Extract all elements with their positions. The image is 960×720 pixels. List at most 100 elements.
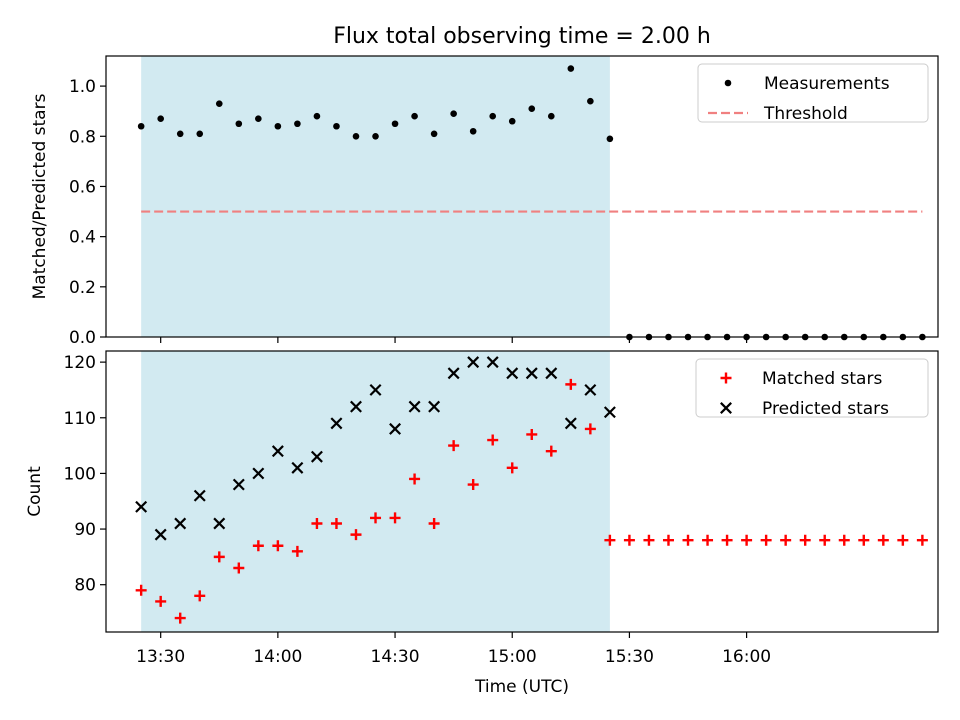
measurement-point xyxy=(372,132,379,140)
measurement-point xyxy=(508,117,516,125)
measurement-point xyxy=(626,333,633,341)
matched-star-point xyxy=(311,517,323,529)
measurement-point xyxy=(196,130,204,138)
matched-star-point xyxy=(721,534,733,546)
matched-star-point xyxy=(584,423,596,435)
legend-label: Predicted stars xyxy=(762,399,889,419)
predicted-star-point xyxy=(310,450,323,463)
x-tick-label: 15:30 xyxy=(605,647,654,667)
measurement-point xyxy=(801,333,809,341)
predicted-star-point xyxy=(525,367,538,380)
matched-star-point xyxy=(916,534,928,546)
legend-label: Measurements xyxy=(764,74,890,94)
measurement-point xyxy=(137,122,145,130)
matched-star-point xyxy=(819,534,831,546)
measurement-point xyxy=(255,115,262,123)
y-tick-label: 1.0 xyxy=(69,77,96,97)
matched-star-point xyxy=(780,534,792,546)
measurement-point xyxy=(430,130,438,138)
matched-star-point xyxy=(545,445,557,457)
measurement-point xyxy=(450,110,457,118)
legend-label: Threshold xyxy=(763,104,848,124)
measurement-point xyxy=(469,127,477,135)
legend-marker-measurements xyxy=(724,79,732,87)
predicted-star-point xyxy=(154,528,167,541)
predicted-star-point xyxy=(428,400,441,413)
legend-label: Matched stars xyxy=(762,369,882,389)
y-tick-label: 110 xyxy=(64,409,96,429)
predicted-star-point xyxy=(135,500,148,513)
y-tick-label: 90 xyxy=(74,520,96,540)
predicted-star-point xyxy=(252,467,265,480)
measurement-point xyxy=(880,333,887,341)
predicted-star-point xyxy=(584,383,597,396)
measurement-point xyxy=(606,135,614,143)
measurement-point xyxy=(762,333,770,341)
legend-box xyxy=(695,358,929,418)
measurement-point xyxy=(645,333,653,341)
measurement-point xyxy=(567,65,575,72)
matched-star-point xyxy=(487,434,499,446)
measurement-point xyxy=(313,112,321,120)
measurement-point xyxy=(860,333,868,341)
predicted-star-point xyxy=(271,445,284,458)
measurement-point xyxy=(782,333,789,341)
predicted-star-point xyxy=(564,417,577,430)
measurement-point xyxy=(294,120,301,128)
count-panel: 80 90 100 110 120 13:30 14:00 14:30 15:00 15:30 16… xyxy=(25,350,939,667)
matched-star-point xyxy=(448,440,460,452)
predicted-star-point xyxy=(545,367,558,380)
measurement-point xyxy=(352,132,360,140)
matched-star-point xyxy=(233,562,245,574)
y-tick-label: 100 xyxy=(64,464,96,484)
chart-title: Flux total observing time = 2.00 h xyxy=(333,24,711,49)
y-tick-label: 0.8 xyxy=(69,127,96,147)
x-tick-label: 14:00 xyxy=(253,647,302,667)
predicted-star-point xyxy=(291,461,304,474)
x-tick-label: 14:30 xyxy=(371,647,420,667)
predicted-star-point xyxy=(350,400,362,413)
predicted-star-point xyxy=(467,356,480,369)
y-tick-label: 0.4 xyxy=(69,228,96,248)
predicted-star-point xyxy=(193,489,206,502)
matched-star-point xyxy=(409,473,421,485)
measurement-point xyxy=(821,333,829,341)
x-tick-label: 16:00 xyxy=(722,647,771,667)
y-tick-label: 120 xyxy=(64,353,96,373)
y-tick-label: 0.2 xyxy=(69,278,96,298)
predicted-star-point xyxy=(330,417,343,430)
legend-box xyxy=(697,63,929,123)
measurement-point xyxy=(665,333,672,341)
axes-frame xyxy=(105,350,939,633)
matched-star-point xyxy=(799,534,811,546)
predicted-star-point xyxy=(174,517,187,530)
predicted-star-point xyxy=(213,517,226,530)
matched-star-point xyxy=(702,534,714,546)
measurement-point xyxy=(391,120,399,128)
measurement-point xyxy=(587,97,594,105)
axes-frame xyxy=(105,55,939,338)
legend-marker-matched xyxy=(720,372,732,384)
matched-star-point xyxy=(174,612,186,624)
y-tick-label: 0.0 xyxy=(69,328,96,348)
predicted-star-point xyxy=(447,367,460,380)
matched-star-point xyxy=(330,517,342,529)
matched-star-point xyxy=(428,517,440,529)
measurement-point xyxy=(840,333,848,341)
measurement-point xyxy=(215,100,223,107)
measurement-point xyxy=(528,105,536,112)
measurement-point xyxy=(704,333,711,341)
observing-window-shade xyxy=(141,351,610,632)
y-tick-label: 80 xyxy=(74,576,96,596)
matched-star-point xyxy=(506,462,518,474)
predicted-star-point xyxy=(389,422,402,435)
measurement-point xyxy=(723,333,731,341)
measurement-point xyxy=(235,120,243,128)
measurement-point xyxy=(899,333,907,341)
legend-marker-predicted xyxy=(720,402,732,414)
matched-star-point xyxy=(155,595,167,607)
predicted-star-point xyxy=(369,383,382,396)
predicted-star-point xyxy=(603,406,616,419)
matched-star-point xyxy=(194,590,206,602)
